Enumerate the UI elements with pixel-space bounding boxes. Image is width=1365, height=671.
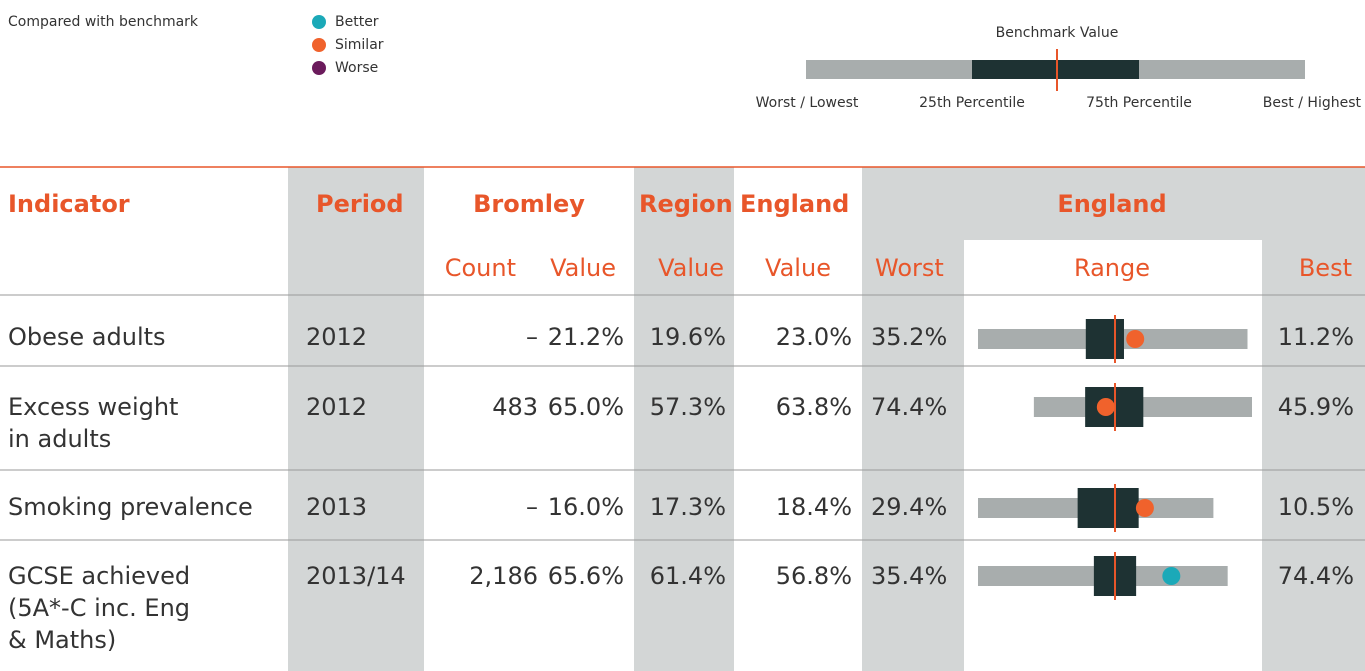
- band: [862, 167, 1365, 240]
- legend-title: Compared with benchmark: [8, 14, 199, 30]
- region: 61.4%: [650, 562, 726, 590]
- worst: 29.4%: [871, 493, 947, 521]
- england: 23.0%: [776, 323, 852, 351]
- header: Bromley: [473, 190, 585, 218]
- band: [1262, 240, 1365, 671]
- best: 45.9%: [1278, 393, 1354, 421]
- region: 57.3%: [650, 393, 726, 421]
- header: Region: [639, 190, 733, 218]
- legend-dot: [312, 15, 326, 29]
- band: [288, 167, 424, 671]
- header: Period: [316, 190, 404, 218]
- key-title: Benchmark Value: [996, 25, 1119, 41]
- subheader: Worst: [875, 254, 944, 282]
- subheader: Value: [658, 254, 724, 282]
- period: 2012: [306, 393, 367, 421]
- england: 63.8%: [776, 393, 852, 421]
- header: Indicator: [8, 190, 130, 218]
- subheader: Value: [550, 254, 616, 282]
- area-dot: [1162, 567, 1181, 585]
- legend-dot: [312, 38, 326, 52]
- legend-label: Worse: [335, 60, 378, 76]
- key-label: 75th Percentile: [1086, 95, 1192, 111]
- area-dot: [1096, 398, 1115, 416]
- period: 2013/14: [306, 562, 406, 590]
- band: [862, 240, 964, 671]
- region: 19.6%: [650, 323, 726, 351]
- indicator: Obese adults: [8, 323, 166, 351]
- key-label: Worst / Lowest: [756, 95, 859, 111]
- indicator: Excess weight: [8, 393, 178, 421]
- england: 56.8%: [776, 562, 852, 590]
- count: –: [526, 323, 538, 351]
- subheader: Value: [765, 254, 831, 282]
- subheader: Range: [1074, 254, 1150, 282]
- value: 21.2%: [548, 323, 624, 351]
- best: 11.2%: [1278, 323, 1354, 351]
- worst: 35.4%: [871, 562, 947, 590]
- period: 2012: [306, 323, 367, 351]
- legend-dot: [312, 61, 326, 75]
- value: 16.0%: [548, 493, 624, 521]
- value: 65.6%: [548, 562, 624, 590]
- period: 2013: [306, 493, 367, 521]
- area-dot: [1126, 330, 1145, 348]
- legend-label: Better: [335, 14, 379, 30]
- best: 74.4%: [1278, 562, 1354, 590]
- indicator: Smoking prevalence: [8, 493, 253, 521]
- count: 2,186: [469, 562, 538, 590]
- worst: 74.4%: [871, 393, 947, 421]
- subheader: Count: [445, 254, 516, 282]
- area-dot: [1135, 499, 1154, 517]
- count: 483: [492, 393, 538, 421]
- key-label: Best / Highest: [1263, 95, 1362, 111]
- legend-label: Similar: [335, 37, 384, 53]
- value: 65.0%: [548, 393, 624, 421]
- best: 10.5%: [1278, 493, 1354, 521]
- iqr-bar: [1085, 319, 1124, 359]
- header: England: [740, 190, 849, 218]
- indicator: & Maths): [8, 626, 116, 654]
- header: England: [1057, 190, 1166, 218]
- key-label: 25th Percentile: [919, 95, 1025, 111]
- band: [634, 167, 734, 671]
- indicator: GCSE achieved: [8, 562, 190, 590]
- region: 17.3%: [650, 493, 726, 521]
- subheader: Best: [1299, 254, 1352, 282]
- england: 18.4%: [776, 493, 852, 521]
- iqr-bar: [1077, 488, 1139, 528]
- indicator: in adults: [8, 425, 111, 453]
- worst: 35.2%: [871, 323, 947, 351]
- indicator: (5A*-C inc. Eng: [8, 594, 190, 622]
- count: –: [526, 493, 538, 521]
- key-iqr: [972, 60, 1139, 79]
